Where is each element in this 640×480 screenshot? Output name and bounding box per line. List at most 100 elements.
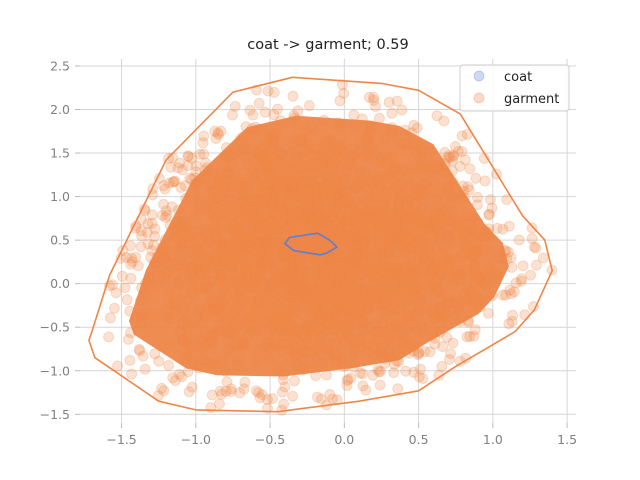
garment-point [238,195,250,207]
garment-point [303,198,315,209]
garment-point [347,273,359,285]
garment-point [276,275,288,287]
garment-point [231,339,243,351]
garment-point [297,284,309,296]
garment-point [124,305,136,317]
garment-point [350,251,362,263]
legend-marker-coat [473,70,485,82]
garment-point [364,231,376,243]
garment-point [311,310,323,322]
garment-point [369,271,381,282]
garment-point [107,279,119,291]
garment-point [162,313,174,325]
garment-point [318,261,330,273]
garment-point [273,340,284,352]
garment-point [333,180,345,192]
garment-point [390,270,402,282]
garment-point [405,194,417,206]
garment-point [233,237,245,249]
garment-point [255,236,267,248]
garment-point [332,167,344,179]
garment-point [349,245,361,257]
garment-point [224,251,236,263]
garment-point [323,344,335,356]
garment-point [384,235,396,247]
garment-point [121,294,133,306]
garment-point [350,180,362,192]
garment-point [464,285,476,297]
garment-point [301,195,313,207]
garment-point [194,249,206,260]
garment-point [350,121,361,133]
garment-point [380,158,392,170]
garment-point [184,271,196,282]
garment-point [246,298,258,310]
garment-point [423,163,435,175]
garment-point [290,190,301,202]
garment-point [407,285,419,297]
garment-point [239,376,251,388]
garment-point [295,290,306,302]
garment-point [267,209,278,220]
garment-point [348,361,360,373]
garment-point [333,117,344,129]
garment-point [292,153,303,165]
garment-point [244,230,256,242]
garment-point [224,151,236,162]
garment-point [289,112,301,124]
garment-point [165,299,177,311]
garment-point [403,311,414,323]
garment-point [213,238,225,250]
garment-point [229,100,241,112]
garment-point [466,251,478,262]
garment-point [321,369,332,381]
garment-point [255,266,267,278]
garment-point [293,207,305,219]
garment-point [287,390,299,402]
garment-point [312,267,324,279]
garment-point [356,339,368,351]
garment-point [443,186,455,197]
garment-point [244,317,256,329]
garment-point [182,366,194,378]
garment-point [136,318,147,330]
garment-point [243,172,255,184]
garment-point [288,186,300,198]
garment-point [227,213,239,225]
garment-point [221,376,233,388]
garment-point [314,221,326,233]
garment-point [271,271,282,283]
garment-point [271,305,283,317]
garment-point [377,318,389,330]
garment-point [400,162,412,174]
garment-point [316,357,328,369]
garment-point [453,306,465,318]
garment-point [309,261,321,273]
garment-point [163,312,175,324]
y-tick-label: 0.0 [50,276,70,291]
garment-point [209,359,221,371]
garment-point [247,201,259,212]
garment-point [151,257,163,269]
garment-point [329,267,341,279]
garment-point [326,211,338,223]
garment-point [172,278,184,290]
garment-point [374,171,386,183]
garment-point [443,230,455,242]
garment-point [207,275,219,287]
garment-point [437,341,449,353]
garment-point [225,175,237,187]
garment-point [369,192,381,204]
garment-point [285,215,297,226]
garment-point [335,292,347,304]
garment-point [369,190,381,202]
garment-point [132,260,144,272]
garment-point [417,237,429,249]
garment-point [219,275,231,287]
x-tick-label: 0.0 [334,432,354,447]
garment-point [307,346,319,358]
garment-point [365,192,377,204]
garment-point [249,236,261,248]
garment-point [196,224,208,236]
garment-point [294,322,306,334]
